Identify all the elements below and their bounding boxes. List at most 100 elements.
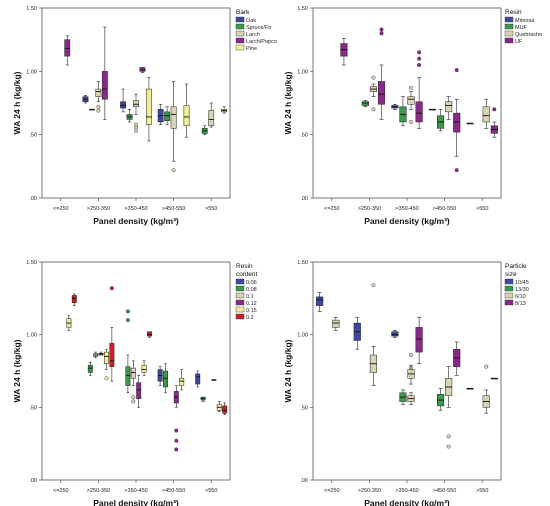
box->450-550-0.12: [173, 385, 179, 452]
box->250-350-Larch/Popco: [101, 26, 108, 120]
x-tick-label: >350-450: [124, 488, 147, 494]
box->450-550-13/30: [436, 388, 445, 411]
legend-entry-label: 0.1: [246, 294, 254, 300]
box->350-450-0.2: [147, 331, 152, 338]
x-tick-label: >250-350: [358, 206, 381, 212]
plot-frame: [312, 7, 502, 199]
box->550-Mimosa: [466, 122, 474, 125]
legend-swatch: [504, 285, 514, 292]
box-<=250-10/45: [316, 292, 324, 312]
box->250-350-0.08: [87, 361, 93, 376]
box->250-350-Spruce/Fir: [89, 108, 95, 111]
y-tick-label: .50: [29, 405, 37, 411]
box->350-450-MUF: [399, 96, 407, 127]
x-tick-label: >550: [205, 488, 217, 494]
outlier-point: [131, 399, 136, 404]
box-body: [136, 382, 142, 399]
x-tick-label: >450-550: [433, 206, 456, 212]
box->550-UF: [490, 107, 498, 138]
outlier-point: [417, 50, 422, 55]
outlier-point: [125, 318, 130, 323]
legend-swatch: [235, 30, 245, 37]
box-body: [183, 105, 190, 127]
y-axis-title: WA 24 h (kg/kg): [12, 339, 22, 402]
box->350-450-Larch: [133, 93, 139, 133]
legend-entry-label: Oak: [246, 18, 256, 24]
outlier-point: [379, 27, 384, 32]
box-body: [332, 319, 340, 328]
outlier-point: [133, 122, 138, 127]
box->550-Quebracho: [482, 98, 490, 129]
legend-entry-label: UF: [515, 39, 523, 45]
y-tick-label: .50: [300, 405, 308, 411]
y-tick-label: .50: [29, 133, 37, 139]
legend-swatch: [504, 16, 514, 23]
box->450-550-Mimosa: [428, 108, 437, 111]
legend-swatch: [235, 285, 245, 292]
box-body: [139, 67, 146, 72]
box-body: [179, 378, 185, 386]
box-body: [208, 110, 215, 127]
box->250-350-0.1: [93, 351, 99, 359]
legend-entry-label: Quebracho: [515, 32, 542, 38]
y-tick-label: 1.00: [297, 69, 308, 75]
legend-swatch: [235, 23, 245, 30]
box->250-350-6/10: [369, 283, 378, 386]
legend-swatch: [504, 292, 514, 299]
box-body: [71, 295, 77, 303]
box->350-450-0.15: [141, 360, 147, 376]
box-body: [141, 364, 147, 373]
legend-swatch: [235, 16, 245, 23]
legend-entry-label: 0.08: [246, 287, 257, 293]
chart-panel-1: .00 .50 1.00 1.50 <=250 >250-350 >350-450 >450-…: [12, 6, 277, 226]
box->450-550-6/10: [445, 366, 453, 449]
outlier-point: [409, 353, 414, 358]
y-tick-label: 1.50: [297, 6, 308, 12]
box-body: [170, 106, 177, 129]
outlier-point: [171, 168, 176, 173]
legend-swatch: [504, 278, 514, 285]
box->450-550-Larch: [170, 81, 177, 173]
box-<=250-Larch/Popco: [64, 35, 71, 66]
box-body: [415, 101, 423, 123]
box-body: [453, 112, 461, 133]
box-body: [164, 111, 171, 121]
x-tick-label: >450-550: [162, 488, 185, 494]
x-axis-title: Panel density (kg/m³): [93, 498, 179, 506]
box->350-450-8/13: [415, 316, 423, 365]
outlier-point: [109, 286, 114, 291]
legend-entry-label: Spruce/Fir: [246, 25, 272, 31]
legend-title: Particle: [505, 263, 527, 270]
box->350-450-0.1: [130, 360, 136, 404]
box->250-350-0.15: [104, 348, 109, 381]
x-tick-label: <=250: [324, 206, 340, 212]
legend-swatch: [235, 306, 245, 313]
legend-swatch: [235, 37, 245, 44]
box->350-450-Mimosa: [391, 103, 399, 110]
legend-entry-label: Larch/Popco: [246, 39, 277, 45]
box->350-450-Oak: [120, 88, 126, 113]
legend-swatch: [235, 44, 245, 51]
x-axis-title: Panel density (kg/m³): [93, 216, 179, 226]
legend-swatch: [235, 278, 245, 285]
x-tick-label: >250-350: [358, 488, 381, 494]
box->350-450-Larch/Popco: [139, 67, 146, 73]
box->350-450-Spruce/Fir: [126, 109, 133, 123]
y-tick-label: .00: [300, 478, 308, 484]
outlier-point: [133, 128, 138, 133]
x-tick-label: >450-550: [162, 206, 185, 212]
box->350-450-Quebracho: [407, 85, 415, 124]
legend-entry-label: 0.06: [246, 280, 257, 286]
legend-swatch: [504, 23, 514, 30]
box->350-450-0.12: [136, 375, 142, 408]
box-body: [415, 327, 423, 353]
y-tick-label: .00: [29, 478, 37, 484]
box-body: [104, 351, 109, 364]
box-body: [377, 81, 386, 105]
box->450-550-Quebracho: [445, 96, 453, 120]
box-body: [130, 367, 136, 379]
outlier-point: [484, 364, 489, 369]
box->450-550-Pine: [183, 83, 190, 138]
